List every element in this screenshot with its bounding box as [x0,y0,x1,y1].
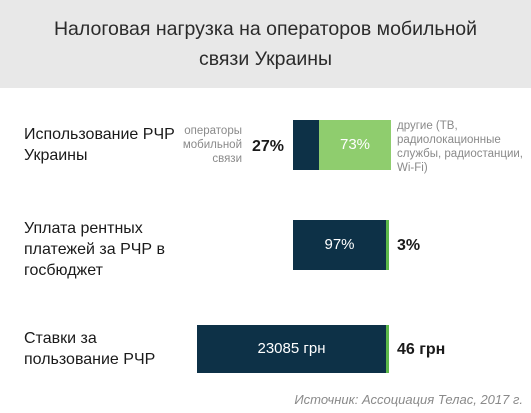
bar-label-others: 73% [339,136,371,153]
source-note: Источник: Ассоциация Телас, 2017 г. [294,392,523,407]
header: Налоговая нагрузка на операторов мобильн… [0,0,531,88]
chart-title: Налоговая нагрузка на операторов мобильн… [53,18,478,70]
bar-label-rates-operators: 23085 грн [257,340,326,357]
segment-value-rent-others: 3% [397,237,421,254]
bar-rent-operators [293,220,386,270]
bar-others-usage [319,120,391,170]
bar-rent-others [386,220,389,270]
row-label-2: Уплата рентных платежей за РЧР в госбюдж… [24,220,166,279]
segment-name-others: другие (ТВ, радиолокационные службы, рад… [397,120,523,174]
bar-label-rent-operators: 97% [324,236,355,253]
segment-name-operators: операторы мобильной связи [182,125,242,165]
bar-operators-usage [293,120,319,170]
bar-rates-others [386,325,389,373]
row-label-3: Ставки за пользование РЧР [24,330,156,368]
row-label-1: Использование РЧР Украины [24,126,175,164]
bar-rates-operators [197,325,386,373]
segment-value-operators: 27% [252,138,285,155]
segment-value-rates-others: 46 грн [397,341,446,358]
